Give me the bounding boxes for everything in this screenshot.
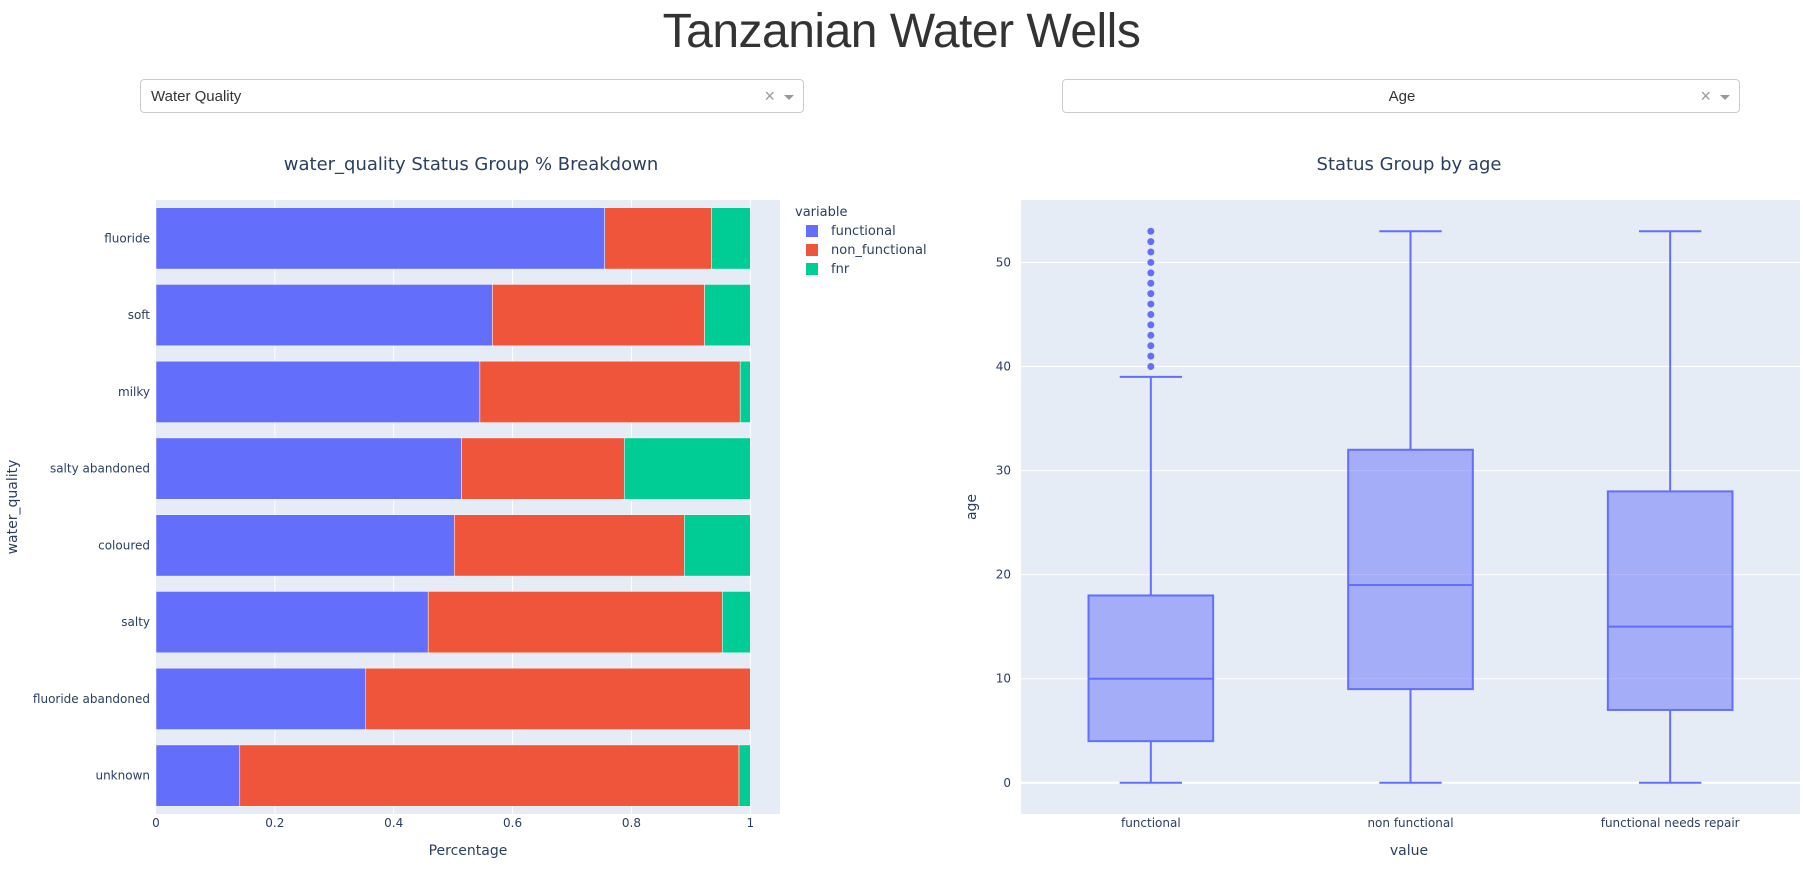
y-tick-label: 20	[996, 568, 1011, 582]
y-tick-label: 50	[996, 255, 1011, 269]
bar-segment-fnr[interactable]	[684, 514, 751, 577]
x-axis-label: value	[1390, 843, 1428, 859]
dropdown-selected-value: Age	[1388, 88, 1416, 105]
outlier-point	[1147, 269, 1155, 277]
bar-segment-fnr[interactable]	[624, 437, 751, 500]
bar-segment-functional[interactable]	[155, 284, 493, 347]
x-tick-label: 0.8	[622, 816, 641, 830]
box-iqr	[1087, 594, 1215, 743]
legend-item-fnr[interactable]: fnr	[806, 262, 850, 277]
legend-title: variable	[795, 205, 847, 220]
bar-segment-non_functional[interactable]	[454, 514, 685, 577]
bar-segment-functional[interactable]	[155, 514, 455, 577]
outlier-point	[1147, 363, 1155, 371]
x-tick-label: 0.6	[503, 816, 522, 830]
legend-swatch	[806, 244, 818, 256]
clear-icon[interactable]: ×	[1700, 86, 1711, 106]
feature-dropdown-left[interactable]: Water Quality ×	[140, 79, 804, 113]
bar-segment-fnr[interactable]	[704, 284, 751, 347]
box-plot-chart: Status Group by age 0 10 20 30 40 50 function…	[964, 154, 1800, 859]
y-axis-label: water_quality	[5, 460, 21, 555]
outlier-point	[1147, 258, 1155, 266]
legend-swatch	[806, 225, 818, 237]
y-tick-label: coloured	[98, 538, 150, 552]
outlier-point	[1147, 248, 1155, 256]
x-tick-label: non functional	[1367, 816, 1453, 830]
chart-title: water_quality Status Group % Breakdown	[284, 154, 658, 175]
x-tick-label: functional needs repair	[1601, 816, 1740, 830]
y-tick-label: soft	[128, 308, 151, 322]
bar-segment-fnr[interactable]	[738, 744, 751, 807]
bar-segment-functional[interactable]	[155, 591, 429, 654]
legend-item-functional[interactable]: functional	[806, 224, 896, 239]
clear-icon[interactable]: ×	[764, 86, 775, 106]
y-tick-label: salty abandoned	[50, 462, 150, 476]
bar-segment-non_functional[interactable]	[239, 744, 740, 807]
outlier-point	[1147, 227, 1155, 235]
bar-segment-functional[interactable]	[155, 207, 605, 270]
x-tick-label: functional	[1121, 816, 1181, 830]
outlier-point	[1147, 321, 1155, 329]
bar-segment-functional[interactable]	[155, 744, 241, 807]
bar-segment-functional[interactable]	[155, 667, 367, 730]
bar-segment-fnr[interactable]	[711, 207, 751, 270]
outlier-point	[1147, 342, 1155, 350]
box-functional-needs-repair[interactable]	[1606, 230, 1734, 784]
x-tick-label: 0.2	[265, 816, 284, 830]
dropdown-selected-value: Water Quality	[151, 88, 242, 105]
bar-segment-fnr[interactable]	[739, 360, 751, 423]
y-tick-label: 40	[996, 360, 1011, 374]
chevron-down-icon[interactable]	[784, 95, 794, 100]
page-title: Tanzanian Water Wells	[662, 5, 1141, 58]
legend-label: non_functional	[831, 243, 927, 258]
outlier-point	[1147, 300, 1155, 308]
box-iqr	[1606, 490, 1734, 711]
legend-label: functional	[831, 224, 896, 239]
legend-swatch	[806, 263, 818, 275]
bar-segment-non_functional[interactable]	[365, 667, 751, 730]
bar-segment-non_functional[interactable]	[604, 207, 712, 270]
outlier-point	[1147, 331, 1155, 339]
outlier-point	[1147, 238, 1155, 246]
x-tick-label: 1	[746, 816, 754, 830]
y-tick-label: salty	[121, 615, 150, 629]
box-functional[interactable]	[1087, 227, 1215, 784]
outlier-point	[1147, 279, 1155, 287]
y-tick-label: 0	[1003, 776, 1011, 790]
stacked-bar-chart: water_quality Status Group % Breakdown f…	[5, 154, 927, 859]
box-iqr	[1347, 448, 1474, 691]
outlier-point	[1147, 310, 1155, 318]
legend-item-non_functional[interactable]: non_functional	[806, 243, 927, 258]
legend-label: fnr	[831, 262, 850, 277]
y-tick-label: 10	[996, 672, 1011, 686]
feature-dropdown-right[interactable]: Age ×	[1062, 79, 1740, 113]
outlier-point	[1147, 352, 1155, 360]
bar-segment-functional[interactable]	[155, 437, 462, 500]
y-tick-label: fluoride	[104, 231, 150, 245]
x-tick-label: 0.4	[384, 816, 403, 830]
bar-segment-functional[interactable]	[155, 360, 481, 423]
y-tick-label: 30	[996, 464, 1011, 478]
outlier-point	[1147, 290, 1155, 298]
bar-segment-non_functional[interactable]	[492, 284, 705, 347]
y-tick-label: unknown	[95, 769, 150, 783]
y-tick-label: fluoride abandoned	[33, 692, 150, 706]
box-non-functional[interactable]	[1347, 230, 1474, 784]
bar-segment-non_functional[interactable]	[427, 591, 723, 654]
bar-segment-non_functional[interactable]	[479, 360, 741, 423]
bar-segment-fnr[interactable]	[722, 591, 751, 654]
chevron-down-icon[interactable]	[1720, 95, 1730, 100]
chart-title: Status Group by age	[1317, 154, 1502, 175]
y-axis-label: age	[964, 494, 980, 520]
y-tick-label: milky	[118, 385, 150, 399]
x-axis-label: Percentage	[429, 843, 508, 859]
x-tick-label: 0	[152, 816, 160, 830]
bar-segment-non_functional[interactable]	[461, 437, 625, 500]
